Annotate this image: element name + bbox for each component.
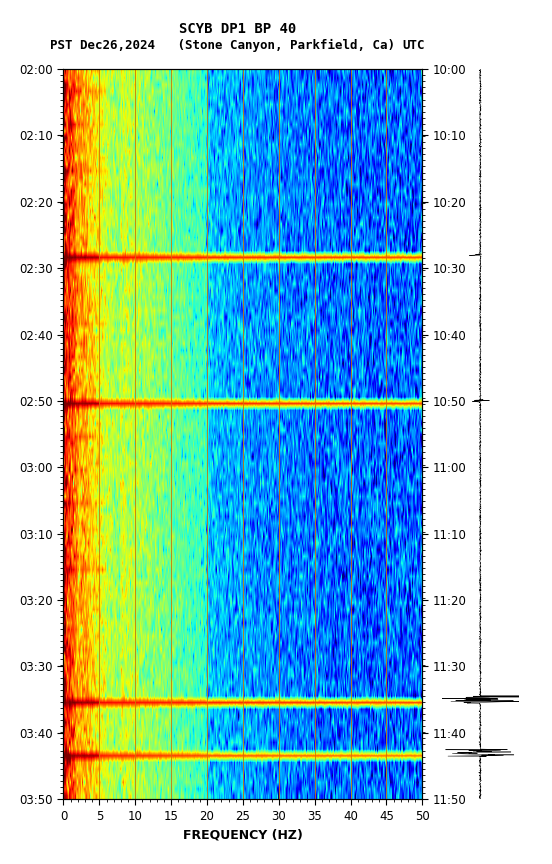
X-axis label: FREQUENCY (HZ): FREQUENCY (HZ) <box>183 829 303 842</box>
Text: Dec26,2024   (Stone Canyon, Parkfield, Ca): Dec26,2024 (Stone Canyon, Parkfield, Ca) <box>80 39 395 52</box>
Text: UTC: UTC <box>402 39 425 52</box>
Text: PST: PST <box>50 39 72 52</box>
Text: SCYB DP1 BP 40: SCYB DP1 BP 40 <box>179 22 296 35</box>
